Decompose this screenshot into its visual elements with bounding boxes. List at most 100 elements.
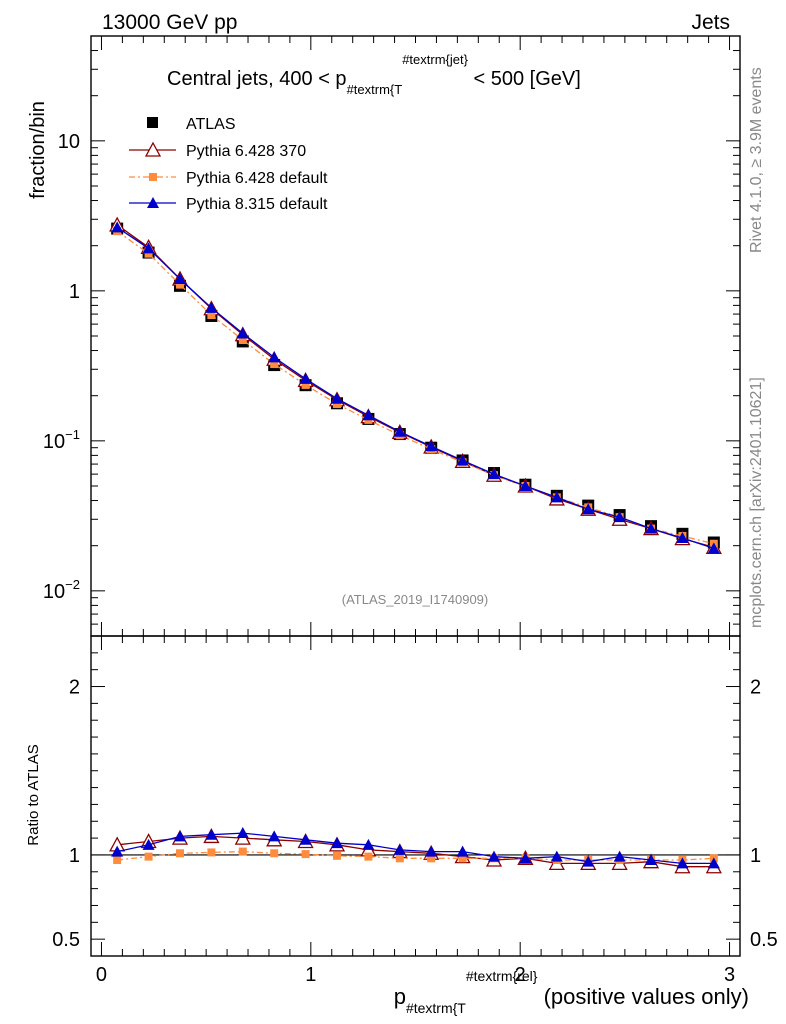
x-tick-label: 0	[96, 964, 107, 986]
legend-label-pythia6-370: Pythia 6.428 370	[186, 143, 306, 160]
ratio-tick-label-right: 2	[750, 677, 761, 699]
ratio-point-pythia-6-428-default	[301, 850, 310, 859]
point-pythia-8-315-default	[268, 351, 281, 363]
x-tick-label: 2	[515, 964, 526, 986]
legend-marker-pythia6-370	[144, 141, 162, 157]
legend-label-pythia6-default: Pythia 6.428 default	[186, 170, 328, 187]
ratio-line-pythia-6-428-370	[117, 835, 714, 868]
point-pythia-6-428-default	[332, 400, 341, 409]
point-pythia-8-315-default	[456, 454, 469, 466]
x-axis-label-tail: (positive values only)	[537, 984, 749, 1009]
ratio-point-pythia-8-315-default	[111, 845, 124, 857]
point-pythia-8-315-default	[488, 468, 501, 480]
ratio-axis-ticks: 0 1 2 3 0.5 0.5 1 1 2 2	[52, 636, 778, 986]
y-tick-label: 10	[58, 131, 80, 153]
ratio-point-pythia-8-315-default	[425, 845, 438, 857]
x-tick-label: 1	[305, 964, 316, 986]
y-tick-label: 10−2	[43, 577, 80, 603]
ratio-tick-label-right: 1	[750, 845, 761, 867]
analysis-id: (ATLAS_2019_I1740909)	[342, 592, 488, 607]
point-pythia-8-315-default	[707, 542, 720, 554]
legend: ATLAS Pythia 6.428 370 Pythia 6.428 defa…	[129, 116, 328, 213]
legend-label-atlas: ATLAS	[186, 116, 236, 133]
header-left: 13000 GeV pp	[102, 11, 237, 34]
ratio-point-pythia-6-428-default	[332, 851, 341, 860]
ratio-point-pythia-8-315-default	[173, 830, 186, 842]
point-pythia-8-315-default	[111, 221, 124, 233]
chart-title-main: Central jets, 400 < p	[167, 68, 347, 90]
ratio-y-axis-label: Ratio to ATLAS	[25, 744, 42, 845]
ratio-point-pythia-8-315-default	[676, 857, 689, 869]
ratio-point-pythia-6-428-default	[364, 852, 373, 861]
ratio-point-pythia-8-315-default	[142, 838, 155, 850]
point-pythia-8-315-default	[299, 372, 312, 384]
ratio-point-pythia-8-315-default	[707, 857, 720, 869]
point-pythia-8-315-default	[425, 440, 438, 452]
point-pythia-8-315-default	[142, 242, 155, 254]
y-tick-label: 10−1	[43, 427, 80, 453]
point-pythia-8-315-default	[362, 409, 375, 421]
ratio-point-pythia-8-315-default	[550, 850, 563, 862]
ratio-frame	[90, 635, 741, 957]
main-axis-ticks: 10−2 10−1 1 10	[43, 35, 740, 637]
ratio-point-pythia-6-428-default	[427, 854, 436, 863]
header-right: Jets	[691, 11, 730, 34]
legend-marker-pythia6-default	[149, 173, 157, 181]
x-axis-label-sub: #textrm{T	[406, 1000, 466, 1016]
ratio-point-pythia-8-315-default	[362, 838, 375, 850]
point-pythia-8-315-default	[519, 480, 532, 491]
ratio-point-pythia-6-428-default	[175, 849, 184, 858]
point-pythia-8-315-default	[550, 491, 563, 503]
x-axis-label: p#textrm{T#textrm{rel} (positive values …	[394, 968, 749, 1016]
point-pythia-8-315-default	[582, 503, 595, 515]
ratio-point-pythia-8-315-default	[519, 852, 532, 864]
point-pythia-8-315-default	[393, 425, 406, 437]
point-pythia-8-315-default	[613, 511, 626, 523]
ratio-point-pythia-6-428-default	[395, 854, 404, 863]
chart-title-tail: < 500 [GeV]	[468, 68, 581, 90]
x-tick-label: 3	[724, 964, 735, 986]
x-axis-label-sup: #textrm{rel}	[466, 968, 538, 984]
ratio-point-pythia-8-315-default	[582, 855, 595, 867]
ratio-point-pythia-8-315-default	[299, 833, 312, 845]
ratio-tick-label-right: 0.5	[750, 929, 778, 951]
point-pythia-8-315-default	[645, 522, 658, 534]
ratio-point-pythia-8-315-default	[393, 843, 406, 855]
ratio-tick-label-left: 1	[69, 845, 80, 867]
point-pythia-6-428-default	[144, 249, 153, 258]
series-line-pythia-8-315-default	[116, 226, 715, 550]
chart-title: Central jets, 400 < p#textrm{T #textrm{je…	[167, 52, 581, 97]
point-pythia-8-315-default	[330, 392, 343, 404]
ratio-point-pythia-8-315-default	[330, 837, 343, 849]
rivet-label: Rivet 4.1.0, ≥ 3.9M events	[748, 67, 765, 253]
chart-title-sup: #textrm{jet}	[402, 52, 468, 67]
point-pythia-6-428-default	[301, 380, 310, 389]
ratio-point-pythia-6-428-default	[113, 856, 122, 864]
point-pythia-8-315-default	[173, 272, 186, 284]
point-pythia-6-428-default	[270, 360, 279, 369]
main-series	[109, 216, 722, 554]
ratio-point-pythia-8-315-default	[236, 827, 249, 839]
legend-label-pythia8: Pythia 8.315 default	[186, 196, 328, 213]
mcplots-label: mcplots.cern.ch [arXiv:2401.10621]	[748, 377, 765, 628]
ratio-line-pythia-6-428-default	[117, 850, 714, 861]
ratio-point-pythia-8-315-default	[268, 830, 281, 842]
ratio-point-pythia-6-428-default	[458, 854, 467, 863]
ratio-tick-label-left: 0.5	[52, 929, 80, 951]
ratio-point-pythia-8-315-default	[488, 850, 501, 862]
ratio-point-pythia-6-428-default	[238, 847, 247, 856]
series-line-pythia-6-428-370	[116, 224, 714, 548]
point-pythia-8-315-default	[676, 532, 689, 544]
legend-marker-pythia8	[147, 197, 159, 208]
point-pythia-6-428-default	[207, 311, 216, 320]
ratio-panel: 0 1 2 3 0.5 0.5 1 1 2 2	[52, 635, 778, 986]
point-pythia-8-315-default	[236, 327, 249, 339]
ratio-point-pythia-8-315-default	[645, 854, 658, 865]
y-tick-label: 1	[69, 281, 80, 303]
legend-marker-atlas	[147, 117, 158, 128]
ratio-series	[109, 827, 722, 874]
ratio-point-pythia-6-428-default	[207, 848, 216, 857]
chart-title-sub: #textrm{T	[347, 82, 403, 97]
